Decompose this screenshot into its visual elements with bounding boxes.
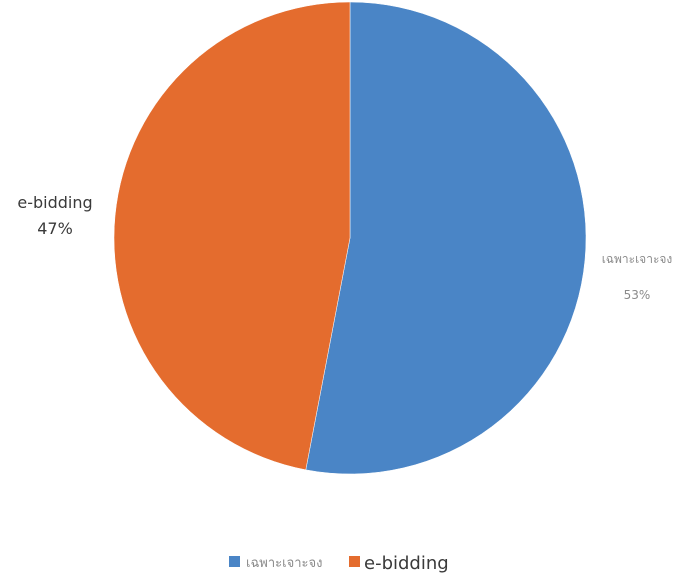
slice-label-specific-value: 53%	[624, 288, 651, 302]
legend-swatch-specific	[229, 556, 240, 567]
slice-label-e-bidding-value: 47%	[37, 219, 73, 238]
slice-label-e-bidding-category: e-bidding	[17, 193, 92, 212]
legend-label-specific: เฉพาะเจาะจง	[246, 556, 322, 571]
legend: เฉพาะเจาะจง e-bidding	[229, 553, 449, 573]
legend-swatch-e-bidding	[349, 556, 360, 567]
legend-label-e-bidding: e-bidding	[364, 553, 449, 573]
pie-slice-specific	[305, 1, 587, 475]
pie-slice-e-bidding	[113, 1, 351, 471]
pie-slices	[113, 1, 587, 475]
slice-label-specific-category: เฉพาะเจาะจง	[602, 252, 673, 266]
